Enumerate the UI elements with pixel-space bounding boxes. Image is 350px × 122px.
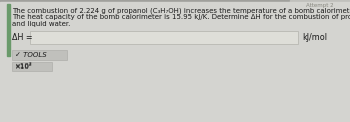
FancyBboxPatch shape	[12, 62, 52, 71]
FancyBboxPatch shape	[12, 50, 67, 60]
Text: The combustion of 2.224 g of propanol (C₃H₇OH) increases the temperature of a bo: The combustion of 2.224 g of propanol (C…	[12, 7, 350, 14]
Bar	[7, 4, 9, 56]
Text: kJ/mol: kJ/mol	[302, 34, 327, 42]
Text: The heat capacity of the bomb calorimeter is 15.95 kJ/K. Determine ΔH for the co: The heat capacity of the bomb calorimete…	[12, 14, 350, 20]
Text: ×10²: ×10²	[14, 63, 32, 70]
Text: Attempt 2: Attempt 2	[306, 2, 334, 7]
Bar	[0, 0, 350, 2]
Text: ×10²: ×10²	[14, 64, 32, 70]
FancyBboxPatch shape	[30, 31, 298, 44]
Text: ΔH =: ΔH =	[12, 34, 33, 42]
Bar	[290, 0, 350, 9]
Text: ✓ TOOLS: ✓ TOOLS	[15, 52, 47, 58]
Text: and liquid water.: and liquid water.	[12, 21, 70, 27]
